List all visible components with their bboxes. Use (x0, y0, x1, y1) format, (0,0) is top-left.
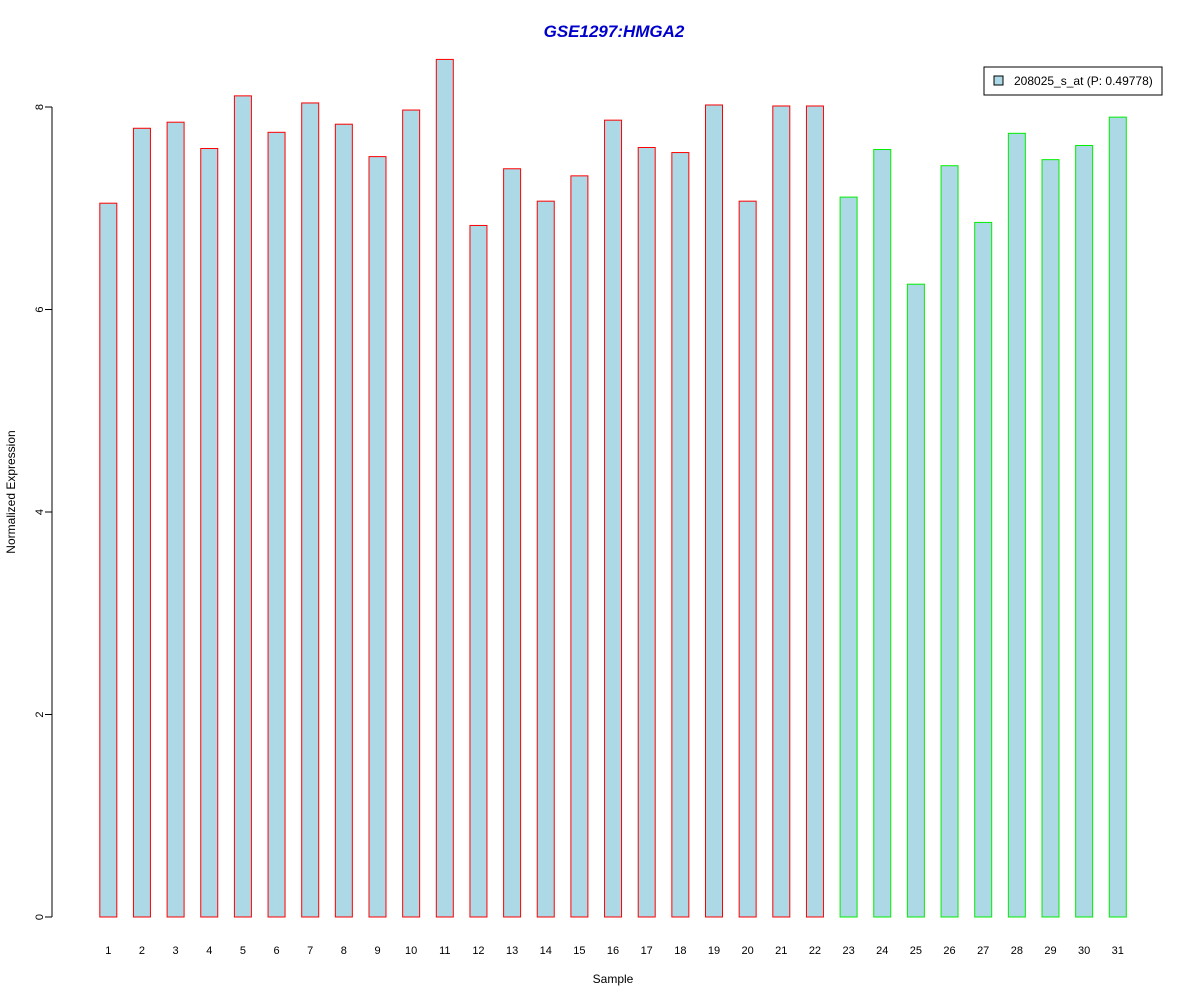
x-tick-label: 17 (641, 945, 653, 957)
bar-sample-24 (873, 149, 892, 918)
bar-sample-15 (570, 175, 589, 918)
x-tick-label: 13 (506, 945, 518, 957)
x-tick-label: 4 (206, 945, 212, 957)
bar-sample-13 (503, 168, 522, 918)
y-axis-label: Normalized Expression (4, 430, 18, 553)
x-tick-label: 11 (439, 945, 450, 957)
bar-sample-10 (402, 109, 421, 918)
bar-sample-8 (334, 123, 353, 918)
x-tick-label: 5 (240, 945, 246, 957)
legend-box (983, 66, 1163, 96)
bar-sample-21 (772, 105, 791, 918)
bar-sample-31 (1108, 116, 1127, 918)
bar-sample-28 (1007, 132, 1026, 918)
bar-sample-25 (906, 283, 925, 918)
x-tick-label: 12 (472, 945, 484, 957)
bar-sample-20 (738, 200, 757, 918)
y-tick-label: 6 (34, 306, 46, 312)
y-tick-label: 0 (34, 914, 46, 920)
legend: 208025_s_at (P: 0.49778) (983, 66, 1163, 96)
y-tick-label: 2 (34, 711, 46, 717)
bar-sample-14 (536, 200, 555, 918)
bar-sample-17 (637, 147, 656, 918)
bar-sample-27 (974, 221, 993, 918)
bar-sample-29 (1041, 159, 1060, 918)
bar-sample-4 (200, 148, 219, 918)
bar-sample-1 (99, 202, 118, 918)
bar-sample-23 (839, 196, 858, 918)
x-tick-label: 3 (173, 945, 179, 957)
x-tick-label: 26 (943, 945, 955, 957)
bar-sample-5 (233, 95, 252, 918)
x-tick-label: 10 (405, 945, 417, 957)
legend-label: 208025_s_at (P: 0.49778) (1014, 74, 1153, 88)
x-tick-label: 2 (139, 945, 145, 957)
x-tick-label: 24 (876, 945, 888, 957)
bar-sample-9 (368, 156, 387, 918)
x-tick-label: 25 (910, 945, 922, 957)
x-tick-label: 21 (775, 945, 787, 957)
x-tick-label: 1 (105, 945, 111, 957)
y-tick-label: 8 (34, 104, 46, 110)
x-tick-label: 28 (1011, 945, 1023, 957)
x-tick-label: 9 (374, 945, 380, 957)
x-tick-label: 8 (341, 945, 347, 957)
bar-sample-26 (940, 165, 959, 918)
x-tick-label: 15 (573, 945, 585, 957)
x-tick-label: 27 (977, 945, 989, 957)
x-tick-label: 19 (708, 945, 720, 957)
x-tick-labels: 1 2 3 4 5 6 7 8 9 10 11 12 13 14 15 16 17 18 19 20 21 22 23 24 2… (105, 945, 1124, 957)
bar-sample-3 (166, 121, 185, 918)
bar-sample-19 (705, 104, 723, 918)
y-tick-label: 4 (34, 509, 46, 515)
x-tick-label: 20 (742, 945, 754, 957)
bar-sample-30 (1075, 144, 1094, 918)
x-tick-label: 29 (1044, 945, 1056, 957)
bars-group (99, 58, 1127, 918)
x-tick-label: 22 (809, 945, 821, 957)
bar-sample-18 (671, 152, 690, 918)
x-tick-label: 14 (540, 945, 552, 957)
x-tick-label: 30 (1078, 945, 1090, 957)
x-tick-label: 6 (273, 945, 279, 957)
x-tick-label: 23 (842, 945, 854, 957)
x-tick-label: 18 (674, 945, 686, 957)
bar-sample-6 (267, 131, 286, 918)
x-tick-label: 31 (1112, 945, 1124, 957)
bar-sample-11 (435, 58, 454, 918)
x-tick-label: 16 (607, 945, 619, 957)
chart-title: GSE1297:HMGA2 (544, 22, 685, 41)
legend-swatch (993, 75, 1004, 86)
bar-sample-2 (132, 127, 151, 918)
x-axis-label: Sample (593, 972, 634, 986)
bar-sample-22 (805, 105, 824, 918)
bar-sample-16 (604, 119, 623, 918)
bar-sample-12 (469, 224, 488, 918)
y-axis: 0 2 4 6 8 (34, 104, 53, 920)
x-tick-label: 7 (307, 945, 313, 957)
bar-sample-7 (301, 102, 320, 918)
